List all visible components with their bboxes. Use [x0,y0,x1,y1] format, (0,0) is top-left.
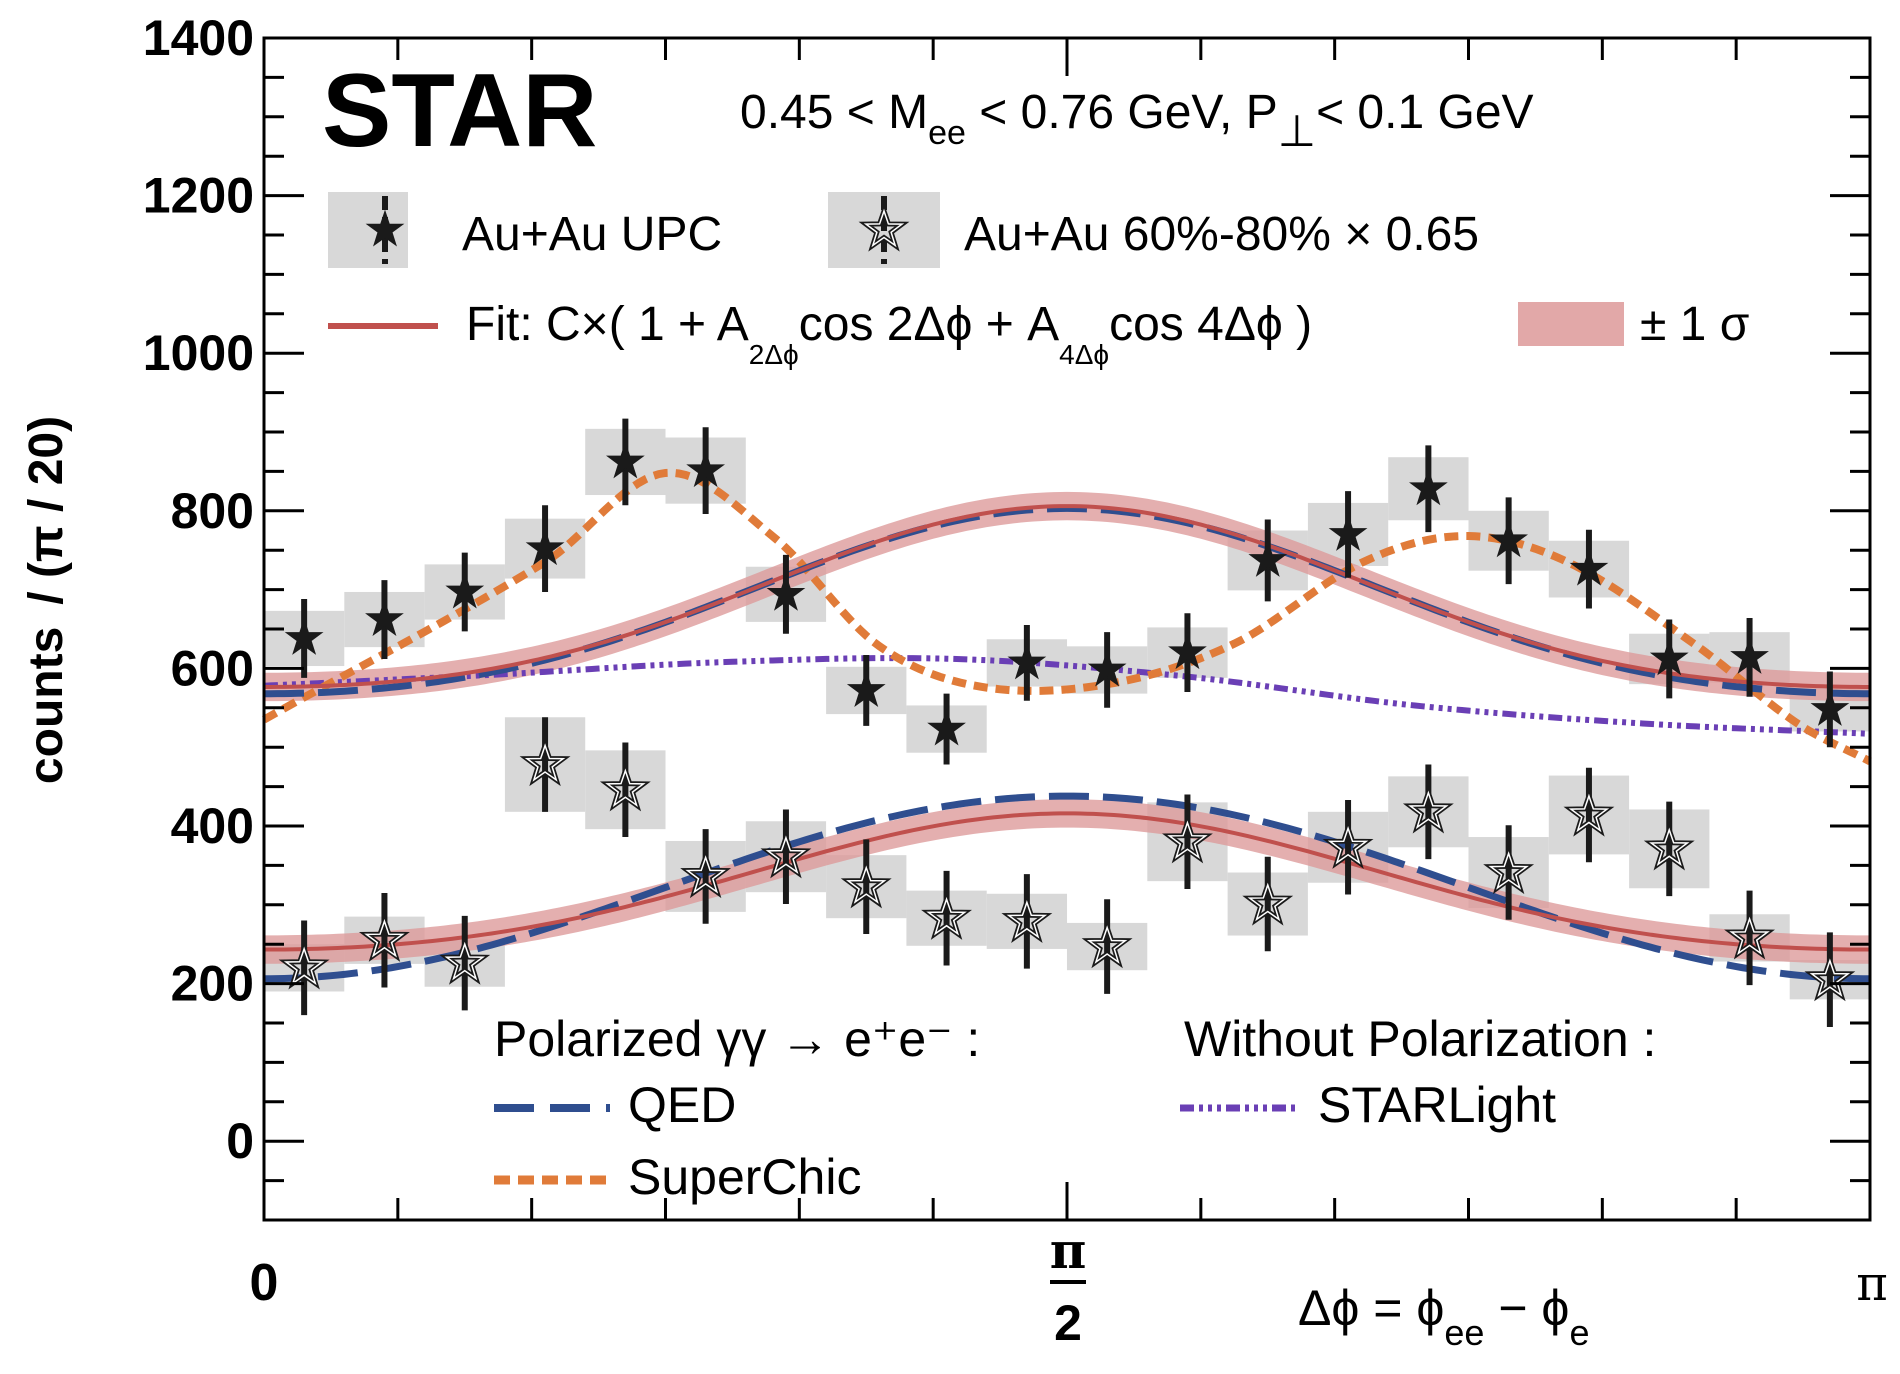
legend-starlight-label: STARLight [1318,1077,1556,1133]
legend-upc-label: Au+Au UPC [462,208,722,261]
y-tick-label: 1000 [143,325,254,381]
peripheral-data-point-inner [1648,827,1690,867]
legend-superchic-label: SuperChic [628,1149,861,1205]
peripheral-data-point-inner [685,855,726,894]
upc-data-point [1649,638,1689,676]
starlight-curve [263,655,1871,737]
legend-band-swatch [1518,302,1624,346]
peripheral-fit-curve [263,811,1871,952]
y-tick-label: 400 [171,798,254,854]
upc-data-point [1087,649,1127,687]
x-axis-title: Δϕ = ϕee − ϕe [1298,1280,1589,1353]
legend-nopol-header: Without Polarization : [1184,1011,1656,1067]
upc-data-point [365,599,404,637]
peripheral-data-point-inner [1568,793,1610,833]
peripheral-data-point-inner [1488,851,1529,890]
peripheral-data-point-inner [283,946,325,986]
upc-data-point [686,450,726,488]
peripheral-data-point-inner [364,918,405,958]
legend-band-label: ± 1 σ [1640,298,1749,351]
peripheral-data-point-inner [765,835,807,874]
peripheral-fit-band [264,799,1870,964]
svg-text:counts/ (π / 20): counts / (π / 20) [20,416,73,784]
upc-data-point [1328,514,1368,551]
upc-data-point [445,571,485,609]
upc-fit-curve [263,504,1871,689]
upc-data-point [766,573,806,611]
upc-data-point [1489,520,1529,558]
y-axis-title-main: counts [20,627,73,784]
superchic-curve [262,468,1872,765]
legend-peripheral-star-inner [863,208,905,248]
upc-qed-curve [263,504,1871,698]
peripheral-data-point-inner [1327,825,1369,865]
x-tick-label-half-pi-denominator: 2 [1054,1295,1082,1351]
peripheral-data-point-inner [1809,958,1851,997]
legend-upc-marker [365,209,405,247]
y-axis-title-unit: / (π / 20) [20,416,73,605]
upc-data-point [1007,642,1047,680]
peripheral-data-point-inner [1729,916,1770,956]
peripheral-data-point-inner [926,896,967,936]
upc-data-point [1409,468,1448,506]
y-tick-labels: 0 200 400 600 800 1000 1200 1400 [143,10,254,1169]
upc-data-point [1569,548,1609,586]
x-axis-title-text: Δϕ = ϕee − ϕe [1298,1280,1589,1353]
legend-fit-label: Fit: C×( 1 + A2Δϕcos 2Δϕ + A4Δϕcos 4Δϕ ) [466,298,1312,370]
x-tick-label-pi: π [1856,1256,1888,1312]
model-curves [262,468,1872,983]
upc-data-point [1810,689,1850,726]
legend-peripheral-marker [858,203,910,252]
x-tick-label-half-pi-numerator: π [1050,1221,1087,1280]
y-tick-label: 1200 [143,168,254,224]
upc-data-point [284,618,324,655]
legend-upc-star [365,209,405,247]
upc-data-point [927,708,966,746]
y-axis-title: counts / (π / 20) [20,416,73,784]
upc-data-point [1248,540,1288,577]
peripheral-data-point-inner [605,768,646,808]
upc-data-point [1168,632,1207,670]
chart-title: STAR [322,53,597,169]
legend-polarized-header: Polarized γγ → e⁺e⁻ : [494,1011,980,1067]
x-tick-label-zero: 0 [250,1254,279,1312]
y-tick-label: 600 [171,640,254,696]
legend-qed-label: QED [628,1077,736,1133]
y-tick-label: 1400 [143,10,254,66]
peripheral-data-point-inner [1006,900,1048,939]
peripheral-data-point-inner [1167,820,1208,860]
legend-peripheral-label: Au+Au 60%-80% × 0.65 [964,208,1479,261]
peripheral-data-point-inner [1247,882,1289,922]
data-markers [278,441,1856,1002]
axis-ticks [264,36,1870,1222]
peripheral-data-point-inner [1408,790,1449,830]
upc-data-point [605,441,645,479]
peripheral-data-point-inner [1086,925,1128,964]
y-tick-label: 800 [171,483,254,539]
upc-data-point [525,528,565,566]
chart-subtitle: 0.45 < Mee < 0.76 GeV, P⊥< 0.1 GeV [740,86,1534,156]
upc-data-point [1730,637,1769,674]
y-tick-label: 0 [226,1113,254,1169]
peripheral-data-point-inner [845,865,887,904]
peripheral-qed-curve [263,792,1871,983]
peripheral-data-point-inner [524,743,566,782]
legend-upc-syst-swatch [328,192,408,268]
peripheral-data-point-inner [444,941,486,981]
y-tick-label: 200 [171,956,254,1012]
upc-data-point [846,670,886,707]
